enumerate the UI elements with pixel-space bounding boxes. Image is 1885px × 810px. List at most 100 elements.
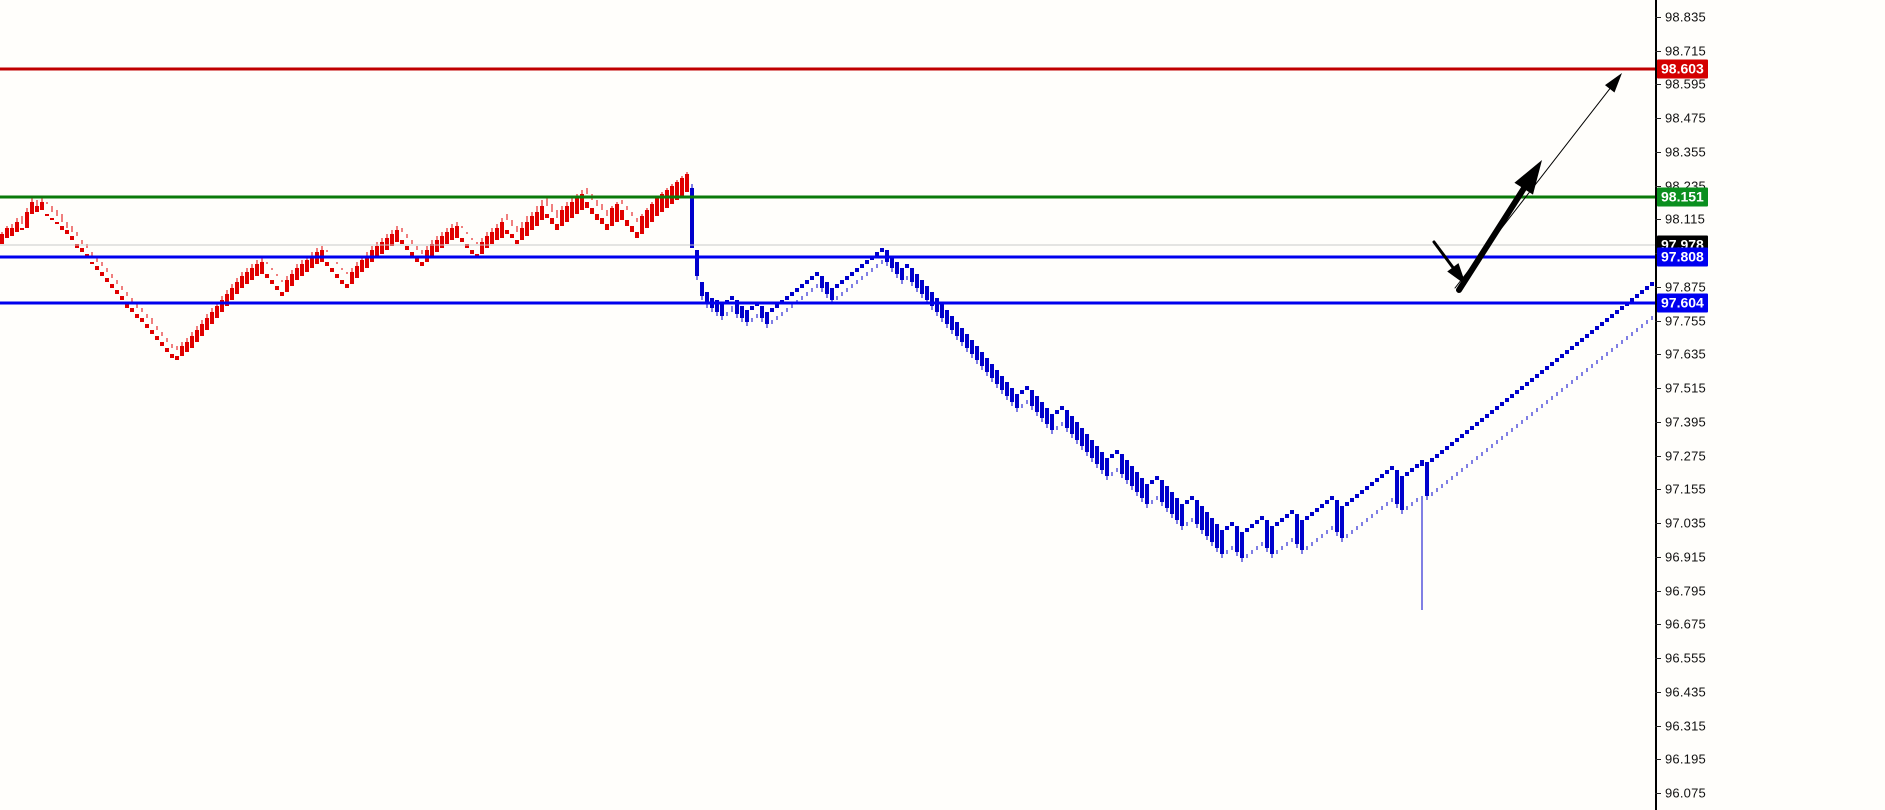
candle-body bbox=[1325, 500, 1329, 504]
candle-body bbox=[1495, 406, 1499, 410]
candle-body bbox=[835, 284, 839, 288]
candle-body bbox=[1125, 460, 1129, 480]
candle-body bbox=[1530, 378, 1534, 382]
axis-tick bbox=[1655, 793, 1661, 795]
candle-body bbox=[355, 266, 359, 278]
candle-body bbox=[5, 228, 9, 238]
candle-body bbox=[40, 202, 44, 210]
candle-body bbox=[1085, 434, 1089, 452]
candle-body bbox=[1310, 512, 1314, 516]
candle-body bbox=[230, 288, 234, 300]
axis-tick-label: 98.355 bbox=[1665, 144, 1706, 160]
candle-body bbox=[1520, 386, 1524, 390]
candle-body bbox=[155, 336, 159, 340]
price-tag-support-blue-1[interactable]: 97.808 bbox=[1657, 247, 1708, 267]
candle-body bbox=[830, 288, 834, 300]
candle-body bbox=[790, 292, 794, 296]
candle-body bbox=[1605, 318, 1609, 322]
axis-tick bbox=[1655, 219, 1661, 221]
candle-body bbox=[1190, 496, 1194, 500]
candle-body bbox=[1095, 446, 1099, 464]
candle-body bbox=[1045, 408, 1049, 424]
candle-body bbox=[1425, 462, 1429, 496]
candle-body bbox=[575, 198, 579, 214]
price-tag-support-blue-2[interactable]: 97.604 bbox=[1657, 293, 1708, 313]
price-tag-resistance-green[interactable]: 98.151 bbox=[1657, 187, 1708, 207]
candle-body bbox=[45, 214, 49, 216]
candle-body bbox=[1255, 520, 1259, 524]
candle-body bbox=[275, 286, 279, 290]
candle-body bbox=[390, 234, 394, 246]
candle-body bbox=[820, 276, 824, 288]
candle-body bbox=[1505, 398, 1509, 402]
candle-body bbox=[60, 226, 64, 230]
candle-body bbox=[1340, 506, 1344, 538]
candle-body bbox=[940, 304, 944, 318]
candle-body bbox=[1335, 500, 1339, 532]
candle-body bbox=[945, 310, 949, 324]
candle-body bbox=[35, 206, 39, 212]
candle-body bbox=[165, 348, 169, 352]
candle-body bbox=[1540, 370, 1544, 374]
axis-tick-label: 97.875 bbox=[1665, 279, 1706, 295]
candle-body bbox=[810, 276, 814, 280]
candle-body bbox=[1300, 520, 1304, 550]
axis-tick-label: 97.515 bbox=[1665, 380, 1706, 396]
axis-tick-label: 98.715 bbox=[1665, 43, 1706, 59]
candle-body bbox=[215, 306, 219, 318]
candle-body bbox=[1225, 526, 1229, 530]
candle-body bbox=[905, 264, 909, 268]
candle-body bbox=[845, 276, 849, 280]
candle-body bbox=[1410, 468, 1414, 472]
candle-body bbox=[1195, 500, 1199, 524]
chart-plot-area[interactable] bbox=[0, 0, 1655, 810]
candle-body bbox=[520, 228, 524, 240]
candle-body bbox=[1355, 494, 1359, 498]
axis-tick-label: 97.755 bbox=[1665, 313, 1706, 329]
candle-body bbox=[1585, 334, 1589, 338]
candle-body bbox=[1470, 426, 1474, 430]
candle-body bbox=[340, 280, 344, 284]
candle-body bbox=[325, 262, 329, 266]
candle-body bbox=[1555, 358, 1559, 362]
candle-body bbox=[1590, 330, 1594, 334]
candles-group bbox=[0, 172, 1654, 610]
candle-body bbox=[515, 240, 519, 244]
candle-body bbox=[1575, 342, 1579, 346]
candle-body bbox=[385, 238, 389, 250]
candle-body bbox=[665, 190, 669, 208]
candle-body bbox=[705, 292, 709, 304]
candle-body bbox=[250, 268, 254, 280]
candle-body bbox=[825, 282, 829, 294]
candle-body bbox=[175, 356, 179, 360]
axis-tick bbox=[1655, 320, 1661, 322]
candle-body bbox=[760, 306, 764, 318]
candle-body bbox=[540, 206, 544, 220]
axis-tick-label: 97.035 bbox=[1665, 515, 1706, 531]
candle-body bbox=[635, 232, 639, 238]
up-extension-arrow-head bbox=[1604, 73, 1622, 93]
axis-tick bbox=[1655, 16, 1661, 18]
candle-body bbox=[1205, 512, 1209, 536]
axis-tick bbox=[1655, 151, 1661, 153]
candle-body bbox=[490, 232, 494, 244]
candle-body bbox=[605, 224, 609, 230]
candle-body bbox=[1650, 282, 1654, 286]
candle-body bbox=[185, 342, 189, 352]
candle-body bbox=[1565, 350, 1569, 354]
candle-body bbox=[785, 296, 789, 300]
candle-body bbox=[730, 296, 734, 300]
price-tag-resistance-red[interactable]: 98.603 bbox=[1657, 59, 1708, 79]
axis-tick-label: 96.675 bbox=[1665, 616, 1706, 632]
candle-body bbox=[980, 352, 984, 366]
candle-body bbox=[1640, 290, 1644, 294]
price-axis[interactable]: 98.835 98.715 98.595 98.475 98.355 98.235 98.1… bbox=[1655, 0, 1885, 810]
candle-body bbox=[1265, 520, 1269, 548]
candle-body bbox=[1370, 482, 1374, 486]
candle-body bbox=[1375, 478, 1379, 482]
candle-body bbox=[0, 234, 4, 244]
axis-tick bbox=[1655, 286, 1661, 288]
candle-body bbox=[1275, 522, 1279, 526]
candle-body bbox=[1145, 484, 1149, 504]
candle-body bbox=[770, 308, 774, 312]
